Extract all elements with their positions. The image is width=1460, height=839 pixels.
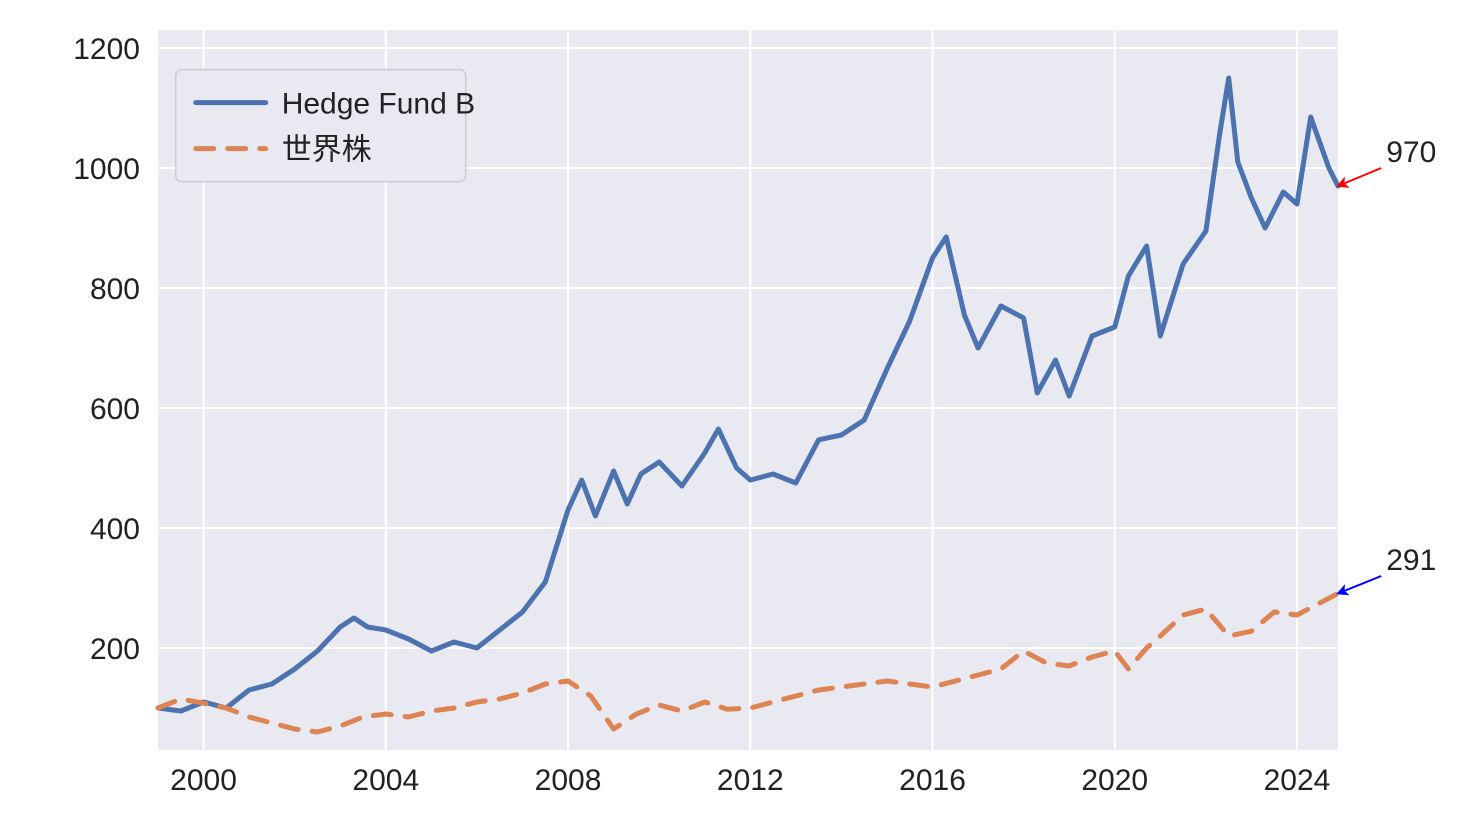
annotation-arrow: [1338, 576, 1381, 593]
x-tick-label: 2020: [1081, 764, 1148, 797]
x-tick-label: 2024: [1264, 764, 1331, 797]
x-tick-label: 2000: [170, 764, 237, 797]
x-tick-label: 2016: [899, 764, 966, 797]
x-tick-label: 2008: [535, 764, 602, 797]
chart-svg: 2000 2004 2008 2012 2016 2020 2024 200 400 600 800…: [0, 0, 1460, 839]
x-tick-label: 2004: [352, 764, 419, 797]
y-tick-label: 600: [90, 393, 140, 426]
y-tick-label: 200: [90, 633, 140, 666]
annotation-arrow: [1338, 168, 1381, 186]
y-tick-label: 1200: [73, 33, 140, 66]
y-tick-label: 400: [90, 513, 140, 546]
y-tick-label: 1000: [73, 153, 140, 186]
legend-label: 世界株: [282, 134, 372, 167]
y-tick-label: 800: [90, 273, 140, 306]
annotation-label: 970: [1386, 136, 1436, 169]
x-tick-label: 2012: [717, 764, 784, 797]
annotation-label: 291: [1386, 544, 1436, 577]
performance-chart: 2000 2004 2008 2012 2016 2020 2024 200 400 600 800…: [0, 0, 1460, 839]
legend-label: Hedge Fund B: [282, 88, 475, 121]
